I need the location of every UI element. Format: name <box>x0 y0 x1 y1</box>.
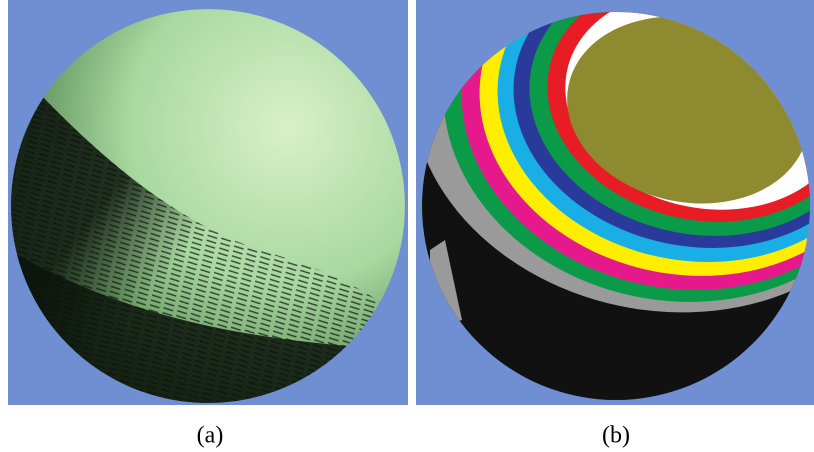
caption: (a) <box>197 423 224 449</box>
figure-canvas: (a) (b) <box>0 0 814 452</box>
caption: (b) <box>602 423 630 449</box>
figure: (a) (b) <box>0 0 814 452</box>
